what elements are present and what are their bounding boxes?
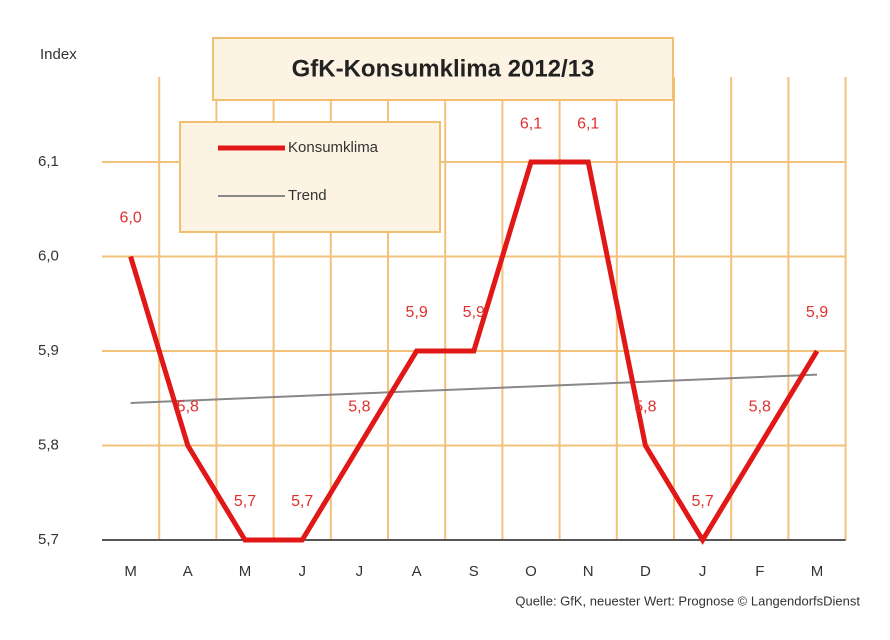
- source-note: Quelle: GfK, neuester Wert: Prognose © L…: [515, 593, 860, 608]
- y-tick-label: 5,7: [38, 531, 59, 548]
- x-tick-label: J: [356, 563, 364, 580]
- x-tick-label: M: [239, 563, 252, 580]
- value-label: 5,7: [691, 493, 713, 510]
- x-tick-label: S: [469, 563, 479, 580]
- value-label: 5,7: [291, 493, 313, 510]
- value-label: 5,8: [634, 399, 656, 416]
- legend-label: Konsumklima: [288, 139, 379, 156]
- line-series: [130, 373, 818, 404]
- x-tick-label: O: [525, 563, 537, 580]
- value-label: 5,9: [405, 304, 427, 321]
- chart-title: GfK-Konsumklima 2012/13: [292, 55, 595, 82]
- value-label: 5,9: [806, 304, 828, 321]
- value-label: 5,9: [463, 304, 485, 321]
- value-label: 5,7: [234, 493, 256, 510]
- title-box: [212, 37, 674, 101]
- x-tick-label: N: [583, 563, 594, 580]
- legend-box: [179, 121, 441, 233]
- y-tick-label: 5,8: [38, 436, 59, 453]
- value-label: 5,8: [177, 399, 199, 416]
- x-tick-label: A: [412, 563, 422, 580]
- value-label: 6,1: [520, 115, 542, 132]
- value-label: 6,1: [577, 115, 599, 132]
- x-tick-label: M: [811, 563, 824, 580]
- x-tick-label: J: [298, 563, 306, 580]
- legend-label: Trend: [288, 187, 327, 204]
- y-tick-label: 6,0: [38, 247, 59, 264]
- x-tick-label: M: [124, 563, 137, 580]
- x-tick-label: J: [699, 563, 707, 580]
- line-series: [128, 159, 820, 545]
- x-tick-label: A: [183, 563, 193, 580]
- value-label: 5,8: [749, 399, 771, 416]
- y-tick-label: 5,9: [38, 342, 59, 359]
- x-tick-label: D: [640, 563, 651, 580]
- y-axis-label: Index: [40, 46, 77, 63]
- value-label: 5,8: [348, 399, 370, 416]
- y-tick-label: 6,1: [38, 153, 59, 170]
- value-label: 6,0: [119, 210, 141, 227]
- x-tick-label: F: [755, 563, 764, 580]
